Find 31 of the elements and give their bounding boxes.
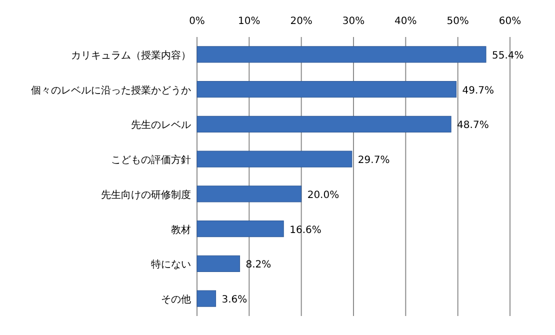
x-tick-label: 30% [342, 16, 365, 27]
bar [196, 220, 284, 238]
y-tick-label: こどもの評価方針 [111, 154, 191, 166]
y-tick-label: 特にない [151, 258, 191, 271]
bar [196, 46, 486, 63]
y-tick-label: 先生向けの研修制度 [101, 188, 191, 201]
bar [196, 255, 240, 272]
x-tick-label: 20% [290, 16, 312, 27]
bar [196, 186, 302, 202]
y-tick-label: 個々のレベルに沿った授業かどうか [31, 84, 191, 96]
bar [196, 150, 352, 168]
data-label: 55.4% [492, 50, 524, 62]
x-tick-label: 40% [394, 16, 417, 27]
data-label: 8.2% [246, 260, 272, 271]
data-label: 49.7% [462, 85, 494, 96]
x-tick-label: 0% [189, 16, 205, 27]
bar [196, 81, 457, 98]
y-tick-label: その他 [161, 294, 191, 306]
data-label: 16.6% [290, 224, 322, 236]
data-label: 29.7% [358, 155, 390, 166]
x-tick-label: 10% [238, 16, 260, 27]
data-label: 20.0% [307, 190, 340, 201]
data-label: 48.7% [457, 120, 489, 132]
y-tick-label: 教材 [171, 224, 191, 236]
y-tick-label: カリキュラム（授業内容） [71, 49, 191, 62]
bar [196, 116, 452, 132]
y-tick-label: 先生のレベル [131, 119, 191, 132]
x-tick-label: 50% [446, 16, 469, 27]
bar [196, 290, 216, 307]
x-tick-label: 60% [498, 16, 522, 27]
data-label: 3.6% [222, 294, 248, 306]
